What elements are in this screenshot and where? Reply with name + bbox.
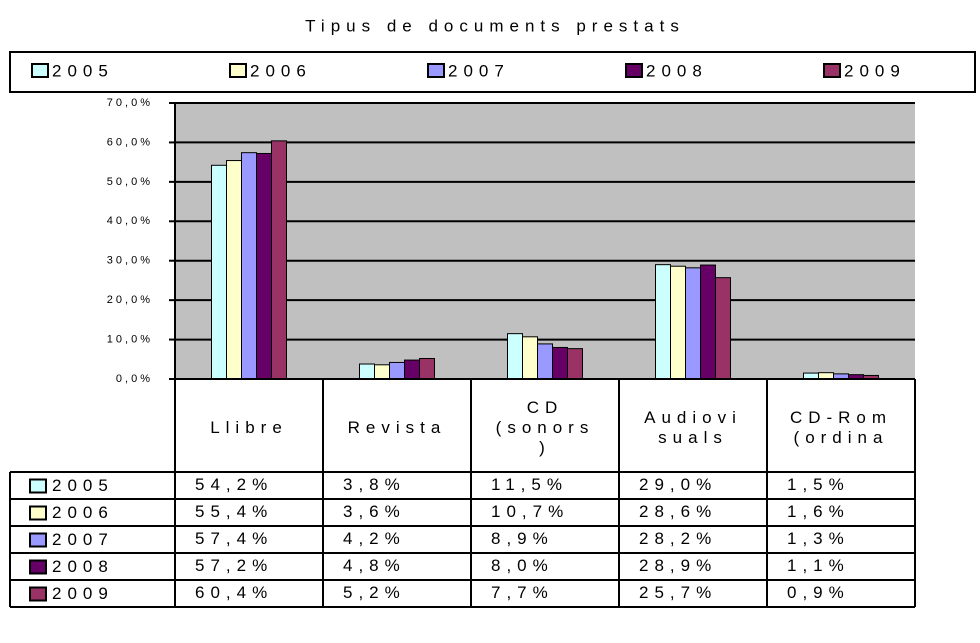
bar <box>655 264 671 380</box>
bar <box>685 267 701 380</box>
legend-label: 2006 <box>250 61 312 80</box>
row-label: 2009 <box>52 584 114 603</box>
legend-key <box>29 559 47 575</box>
legend-box <box>9 51 976 93</box>
table-value: 54,2% <box>195 475 273 494</box>
legend-key <box>427 63 445 78</box>
y-tick-label: 10,0% <box>107 333 153 345</box>
category-cell: Audiovisuals <box>644 408 742 447</box>
table-value: 28,9% <box>639 556 717 575</box>
legend-key <box>29 532 47 548</box>
legend-key <box>29 586 47 602</box>
bar <box>419 357 435 380</box>
table-value: 0,9% <box>787 583 850 602</box>
x-tick-label: CD (sonors) <box>495 398 595 457</box>
bar <box>700 264 716 380</box>
y-tick-label: 30,0% <box>107 255 153 267</box>
legend-key <box>29 505 47 521</box>
bar <box>374 364 390 380</box>
legend-key <box>823 63 841 78</box>
bar <box>241 152 257 380</box>
bar <box>404 359 420 380</box>
category-cell: Revista <box>347 418 447 437</box>
row-label: 2006 <box>52 503 114 522</box>
table-value: 28,2% <box>639 529 717 548</box>
chart-title: Tipus de documents prestats <box>305 16 685 35</box>
x-tick-label: Revista <box>347 418 447 437</box>
bar <box>715 277 731 380</box>
x-tick-label: CD-Rom (ordina <box>789 408 893 447</box>
table-value: 28,6% <box>639 502 717 521</box>
y-tick-label: 60,0% <box>107 136 153 148</box>
legend-key <box>31 63 49 78</box>
bar <box>522 336 538 380</box>
table-value: 60,4% <box>195 583 273 602</box>
bar <box>256 152 272 380</box>
legend-label: 2008 <box>646 61 708 80</box>
plot-area <box>175 103 915 379</box>
table-value: 55,4% <box>195 502 273 521</box>
table-value: 29,0% <box>639 475 717 494</box>
bar <box>389 361 405 380</box>
table-value: 57,2% <box>195 556 273 575</box>
category-cell: CD-Rom (ordina <box>789 408 893 447</box>
x-tick-label: Audiovisuals <box>644 408 742 447</box>
category-cell: CD (sonors) <box>495 398 595 457</box>
table-value: 1,5% <box>787 475 850 494</box>
bar <box>670 265 686 380</box>
table-value: 10,7% <box>491 502 569 521</box>
table-value: 3,8% <box>343 475 406 494</box>
table-value: 5,2% <box>343 583 406 602</box>
legend-label: 2005 <box>52 61 114 80</box>
row-label: 2005 <box>52 476 114 495</box>
table-value: 11,5% <box>491 475 568 494</box>
table-value: 25,7% <box>639 583 717 602</box>
bar <box>537 343 553 380</box>
y-tick-label: 50,0% <box>107 176 153 188</box>
table-value: 4,8% <box>343 556 406 575</box>
legend-key <box>625 63 643 78</box>
bar <box>271 140 287 380</box>
bar <box>359 363 375 380</box>
bar <box>226 160 242 380</box>
bar <box>211 164 227 380</box>
row-label: 2007 <box>52 530 114 549</box>
y-tick-label: 0,0% <box>116 373 153 385</box>
bar <box>552 346 568 380</box>
bar <box>507 333 523 380</box>
y-tick-label: 20,0% <box>107 294 153 306</box>
table-value: 1,3% <box>787 529 850 548</box>
table-value: 8,9% <box>491 529 554 548</box>
bar <box>567 348 583 380</box>
row-label: 2008 <box>52 557 114 576</box>
legend-label: 2007 <box>448 61 510 80</box>
table-value: 3,6% <box>343 502 406 521</box>
table-value: 57,4% <box>195 529 273 548</box>
table-value: 4,2% <box>343 529 406 548</box>
legend-key <box>29 478 47 494</box>
y-tick-label: 40,0% <box>107 215 153 227</box>
legend-key <box>229 63 247 78</box>
table-value: 1,6% <box>787 502 850 521</box>
category-cell: Llibre <box>210 418 288 437</box>
y-tick-label: 70,0% <box>107 97 153 109</box>
table-value: 7,7% <box>491 583 554 602</box>
table-value: 1,1% <box>787 556 850 575</box>
x-tick-label: Llibre <box>210 418 288 437</box>
table-value: 8,0% <box>491 556 554 575</box>
legend-label: 2009 <box>844 61 906 80</box>
